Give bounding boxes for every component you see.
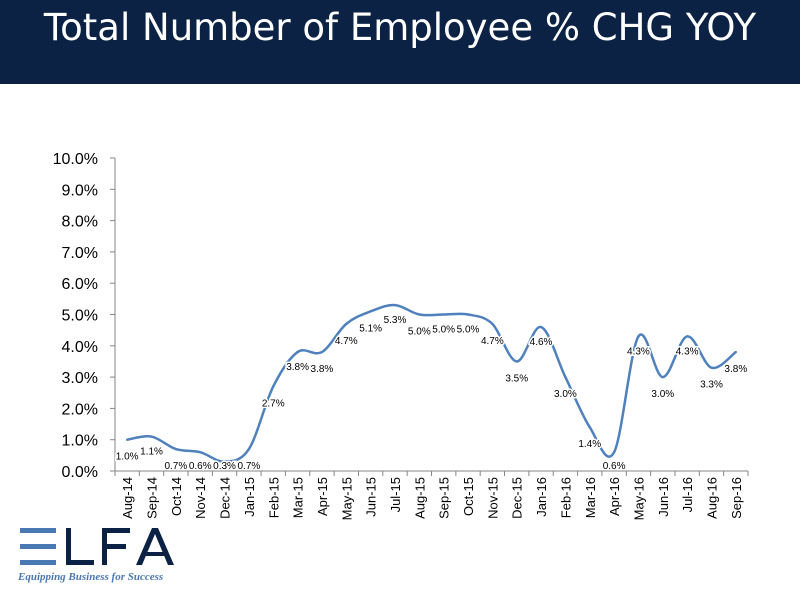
data-label: 1.4%	[578, 439, 601, 450]
y-tick-label: 7.0%	[62, 245, 98, 262]
x-tick-label: Feb-15	[266, 477, 281, 518]
y-tick-label: 10.0%	[53, 151, 98, 168]
data-label: 4.6%	[530, 337, 553, 348]
data-label: 3.3%	[700, 380, 723, 391]
y-tick-label: 3.0%	[62, 370, 98, 387]
data-label: 3.8%	[311, 364, 334, 375]
data-point	[296, 350, 299, 354]
data-label: 1.0%	[116, 452, 139, 463]
x-tick-label: Aug-15	[412, 477, 427, 519]
x-tick-label: Jun-16	[656, 477, 671, 517]
x-tick-label: Mar-16	[583, 477, 598, 518]
data-point	[637, 335, 640, 338]
x-tick-label: Feb-16	[558, 477, 573, 518]
x-tick-label: Nov-14	[193, 477, 208, 519]
data-point	[272, 385, 275, 388]
x-tick-label: Mar-15	[291, 477, 306, 518]
data-point	[661, 375, 664, 379]
x-tick-label: Apr-16	[607, 477, 622, 516]
x-tick-label: Sep-15	[437, 477, 452, 519]
x-tick-label: Nov-15	[485, 477, 500, 519]
data-label: 5.0%	[432, 325, 455, 336]
data-point	[442, 313, 445, 316]
data-label: 2.7%	[262, 398, 285, 409]
x-tick-label: May-15	[339, 477, 354, 520]
data-point	[710, 366, 713, 369]
data-point	[345, 322, 348, 326]
data-label: 1.1%	[140, 447, 163, 458]
data-point	[223, 460, 226, 463]
x-tick-label: Jan-15	[242, 477, 257, 517]
data-point	[515, 360, 518, 363]
y-tick-label: 0.0%	[62, 464, 98, 481]
data-label: 4.7%	[481, 336, 504, 347]
x-tick-label: Jul-16	[680, 477, 695, 512]
data-label: 5.1%	[359, 323, 382, 334]
data-point	[320, 350, 324, 354]
brand-tagline: Equipping Business for Success	[18, 571, 164, 583]
title-banner: Total Number of Employee % CHG YOY	[0, 0, 800, 84]
data-label: 4.7%	[335, 336, 358, 347]
x-tick-label: Apr-15	[315, 477, 330, 516]
y-tick-label: 8.0%	[62, 214, 98, 231]
x-tick-label: Oct-15	[461, 477, 476, 516]
x-tick-label: Sep-16	[729, 477, 744, 519]
data-label: 4.3%	[676, 346, 699, 357]
data-label: 3.8%	[286, 362, 309, 373]
x-tick-label: Oct-14	[169, 477, 184, 516]
data-point	[174, 447, 178, 451]
elfa-logo	[20, 528, 174, 565]
page-title: Total Number of Employee % CHG YOY	[43, 6, 757, 49]
data-label: 0.7%	[238, 461, 261, 472]
x-tick-label: Aug-14	[120, 477, 135, 519]
data-label: 0.7%	[164, 461, 187, 472]
data-label: 4.3%	[627, 346, 650, 357]
data-label: 5.0%	[457, 325, 480, 336]
chart-series	[125, 303, 738, 463]
data-label: 5.0%	[408, 327, 431, 338]
data-point	[150, 435, 153, 438]
x-tick-label: May-16	[631, 477, 646, 520]
data-point	[418, 313, 421, 316]
data-label: 3.8%	[724, 364, 747, 375]
y-tick-label: 6.0%	[62, 276, 98, 293]
data-label: 0.6%	[189, 461, 212, 472]
data-label: 0.6%	[603, 461, 626, 472]
x-tick-label: Jan-16	[534, 477, 549, 517]
data-point	[491, 322, 494, 326]
data-label: 5.3%	[384, 315, 407, 326]
data-point	[539, 325, 543, 329]
data-point	[588, 425, 591, 429]
data-point	[734, 350, 738, 354]
data-point	[125, 438, 129, 441]
data-point	[466, 313, 470, 316]
y-tick-label: 9.0%	[62, 182, 98, 199]
chart-axes: 0.0% 1.0% 2.0% 3.0% 4.0% 5.0% 6.0% 7.0% 8.0% 9.0%…	[53, 151, 749, 520]
data-point	[685, 335, 689, 338]
x-tick-label: Jun-15	[364, 477, 379, 517]
chart-data-labels: 1.0% 1.1%0.7% 0.6% 0.3% 0.7%2.7%3.8% 3.8%4.7%…	[114, 314, 749, 474]
y-tick-label: 1.0%	[62, 433, 98, 450]
series-line	[126, 303, 737, 463]
data-label: 3.0%	[651, 389, 674, 400]
data-point	[247, 447, 251, 451]
y-tick-label: 4.0%	[62, 339, 98, 356]
data-point	[199, 451, 202, 454]
x-tick-label: Sep-14	[145, 477, 160, 519]
data-point	[369, 310, 372, 313]
y-tick-label: 5.0%	[62, 308, 98, 325]
x-tick-label: Dec-15	[510, 477, 525, 519]
data-label: 0.3%	[213, 461, 236, 472]
x-tick-label: Aug-16	[704, 477, 719, 519]
data-point	[393, 303, 397, 307]
data-point	[564, 375, 567, 379]
y-tick-label: 2.0%	[62, 401, 98, 418]
data-point	[612, 451, 616, 454]
x-tick-label: Dec-14	[218, 477, 233, 519]
data-label: 3.5%	[505, 373, 528, 384]
x-tick-label: Jul-15	[388, 477, 403, 512]
data-label: 3.0%	[554, 389, 577, 400]
